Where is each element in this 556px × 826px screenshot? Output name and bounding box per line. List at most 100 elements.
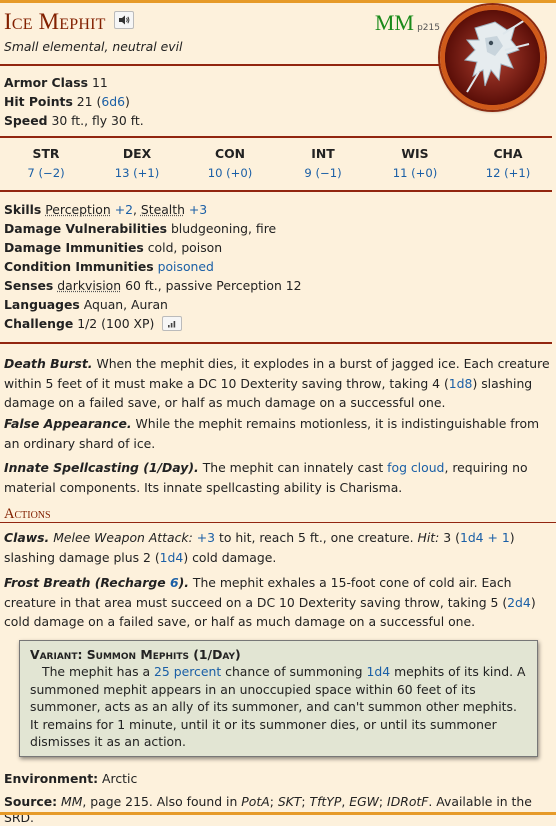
- action-claws: Claws. Melee Weapon Attack: +3 to hit, r…: [4, 528, 550, 567]
- source-sep: ;: [301, 794, 309, 809]
- action-name: Frost Breath (Recharge: [4, 575, 170, 590]
- ability-value[interactable]: 10 (+0): [195, 166, 265, 181]
- ability-name: STR: [11, 146, 81, 162]
- bar-chart-icon[interactable]: [162, 316, 182, 331]
- source-tag[interactable]: MM p215: [375, 9, 440, 37]
- actions-heading: Actions: [4, 505, 51, 524]
- ability-dex: DEX 13 (+1): [102, 146, 172, 181]
- ability-str: STR 7 (−2): [11, 146, 81, 181]
- trait-name: Death Burst.: [4, 356, 93, 371]
- source-book[interactable]: PotA: [241, 794, 269, 809]
- environment-label: Environment:: [4, 771, 98, 786]
- hit-dice-roll[interactable]: 6d6: [101, 94, 125, 109]
- ability-name: WIS: [380, 146, 450, 162]
- source-sep: ;: [379, 794, 387, 809]
- skill-stealth[interactable]: Stealth: [141, 202, 185, 217]
- skills-label: Skills: [4, 202, 41, 217]
- top-border: [0, 0, 556, 3]
- ability-scores: STR 7 (−2) DEX 13 (+1) CON 10 (+0) INT 9…: [4, 146, 552, 186]
- ability-name: CON: [195, 146, 265, 162]
- ability-name: INT: [288, 146, 358, 162]
- senses-value: 60 ft., passive Perception 12: [125, 278, 301, 293]
- ability-value[interactable]: 9 (−1): [288, 166, 358, 181]
- variant-text: The mephit has a 25 percent chance of su…: [30, 663, 527, 751]
- action-text: 3 (: [439, 530, 460, 545]
- challenge: Challenge 1/2 (100 XP): [4, 316, 182, 332]
- trait-death-burst: Death Burst. When the mephit dies, it ex…: [4, 354, 550, 413]
- languages-label: Languages: [4, 297, 80, 312]
- armor-class-label: Armor Class: [4, 75, 88, 90]
- divider: [0, 64, 440, 66]
- ability-con: CON 10 (+0): [195, 146, 265, 181]
- source-abbr: MM: [375, 10, 414, 35]
- chance-roll-link[interactable]: 25 percent: [154, 664, 221, 679]
- immune-value: cold, poison: [148, 240, 222, 255]
- languages: Languages Aquan, Auran: [4, 297, 168, 313]
- source-book[interactable]: EGW: [349, 794, 379, 809]
- senses-label: Senses: [4, 278, 53, 293]
- action-text: to hit, reach 5 ft., one creature.: [215, 530, 418, 545]
- creature-type: Small elemental, neutral evil: [4, 39, 182, 55]
- hit-label: Hit:: [418, 530, 440, 545]
- challenge-value: 1/2 (100 XP): [77, 316, 154, 331]
- speaker-icon[interactable]: [114, 11, 134, 29]
- challenge-label: Challenge: [4, 316, 73, 331]
- armor-class-value: 11: [92, 75, 108, 90]
- action-name: ).: [179, 575, 189, 590]
- divider: [0, 342, 552, 344]
- dice-roll-link[interactable]: 2d4: [507, 595, 531, 610]
- vuln-value: bludgeoning, fire: [171, 221, 276, 236]
- source-book[interactable]: MM: [61, 794, 82, 809]
- skill-stealth-mod[interactable]: +3: [189, 202, 207, 217]
- attack-type: Melee Weapon Attack:: [53, 530, 193, 545]
- immune-label: Damage Immunities: [4, 240, 144, 255]
- hit-points: Hit Points 21 (6d6): [4, 94, 130, 110]
- darkvision-link[interactable]: darkvision: [57, 278, 121, 293]
- ability-value[interactable]: 12 (+1): [473, 166, 543, 181]
- trait-innate-spellcasting: Innate Spellcasting (1/Day). The mephit …: [4, 458, 550, 497]
- dice-roll-link[interactable]: 1d4: [160, 550, 184, 565]
- trait-false-appearance: False Appearance. While the mephit remai…: [4, 414, 550, 453]
- source-label: Source:: [4, 794, 57, 809]
- senses: Senses darkvision 60 ft., passive Percep…: [4, 278, 302, 294]
- attack-bonus-link[interactable]: +3: [197, 530, 215, 545]
- damage-immunities: Damage Immunities cold, poison: [4, 240, 222, 256]
- divider: [0, 136, 552, 138]
- spell-fog-cloud-link[interactable]: fog cloud: [387, 460, 444, 475]
- source-text: , page 215. Also found in: [82, 794, 241, 809]
- vuln-label: Damage Vulnerabilities: [4, 221, 167, 236]
- languages-value: Aquan, Auran: [84, 297, 168, 312]
- recharge-roll-link[interactable]: 6: [170, 575, 179, 590]
- condition-immunities: Condition Immunities poisoned: [4, 259, 214, 275]
- source-book[interactable]: SKT: [278, 794, 302, 809]
- action-name: Claws.: [4, 530, 49, 545]
- source-page: p215: [417, 23, 440, 33]
- dice-roll-link[interactable]: 1d8: [449, 376, 473, 391]
- speed: Speed 30 ft., fly 30 ft.: [4, 113, 144, 129]
- skill-perception[interactable]: Perception: [45, 202, 111, 217]
- condition-poisoned-link[interactable]: poisoned: [158, 259, 214, 274]
- hit-points-value: 21 (: [77, 94, 102, 109]
- ability-value[interactable]: 13 (+1): [102, 166, 172, 181]
- ability-name: CHA: [473, 146, 543, 162]
- environment-value: Arctic: [102, 771, 137, 786]
- hit-points-suffix: ): [125, 94, 130, 109]
- ice-mephit-token[interactable]: [440, 5, 545, 110]
- variant-text-part: chance of summoning: [221, 664, 366, 679]
- source-book[interactable]: TftYP: [310, 794, 342, 809]
- statblock-header: Ice Mephit MM p215: [4, 9, 440, 35]
- armor-class: Armor Class 11: [4, 75, 108, 91]
- cond-label: Condition Immunities: [4, 259, 154, 274]
- dice-roll-link[interactable]: 1d4: [366, 664, 390, 679]
- dice-roll-link[interactable]: 1d4 + 1: [460, 530, 510, 545]
- divider: [0, 190, 552, 192]
- damage-vulnerabilities: Damage Vulnerabilities bludgeoning, fire: [4, 221, 276, 237]
- creature-name: Ice Mephit: [4, 9, 106, 35]
- trait-name: False Appearance.: [4, 416, 132, 431]
- ability-value[interactable]: 11 (+0): [380, 166, 450, 181]
- ability-value[interactable]: 7 (−2): [11, 166, 81, 181]
- variant-title: Variant: Summon Mephits (1/Day): [30, 647, 527, 663]
- skill-perception-mod[interactable]: +2: [115, 202, 133, 217]
- hit-points-label: Hit Points: [4, 94, 73, 109]
- source-book[interactable]: IDRotF: [387, 794, 428, 809]
